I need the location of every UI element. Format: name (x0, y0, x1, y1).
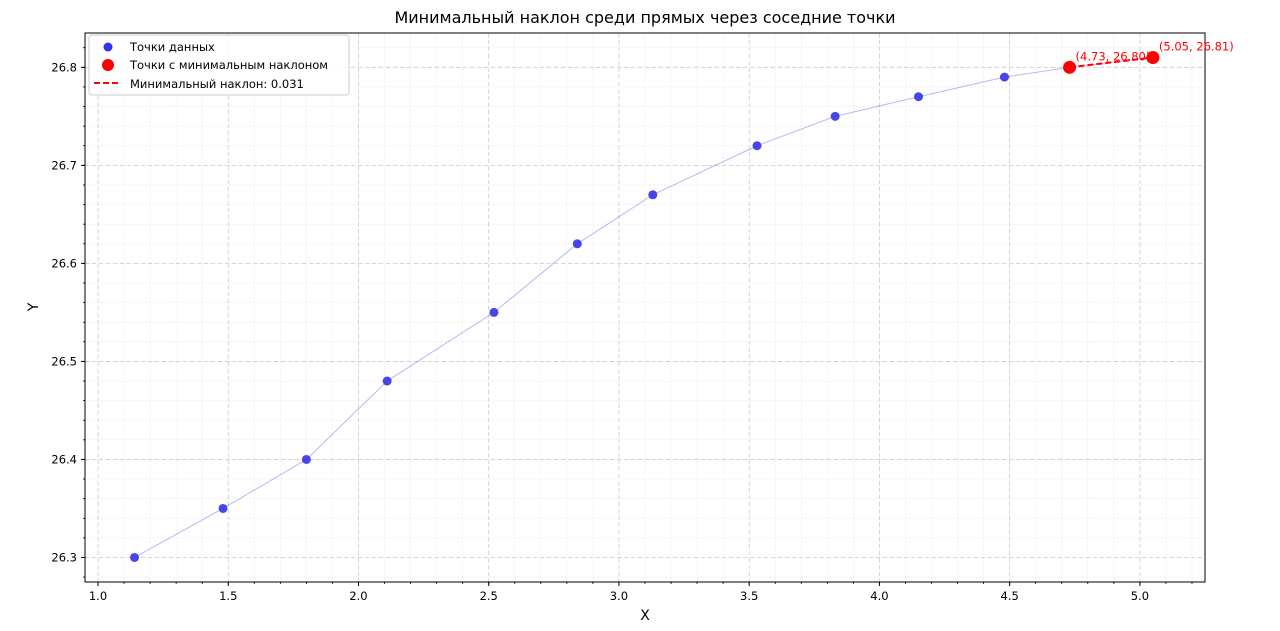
data-point (218, 503, 228, 513)
tick-labels: 1.0 1.5 2.0 2.5 3.0 3.5 4.0 4.5 5.0 26.3 26.4 26.5 2… (51, 60, 1149, 603)
y-tick-label: 26.4 (51, 452, 77, 466)
legend-marker-data (103, 42, 113, 52)
data-point (648, 190, 658, 200)
x-tick-label: 2.5 (480, 589, 498, 603)
min-slope-points (1063, 51, 1160, 74)
x-tick-label: 1.0 (89, 589, 107, 603)
data-point (489, 307, 499, 317)
y-tick-label: 26.6 (51, 256, 77, 270)
min-slope-point (1146, 51, 1160, 65)
data-point (301, 454, 311, 464)
legend-box (88, 34, 350, 96)
chart-title: Минимальный наклон среди прямых через со… (394, 8, 895, 27)
legend: Точки данных Точки с минимальным наклоно… (88, 34, 350, 96)
data-point (382, 376, 392, 386)
y-axis-label: Y (26, 302, 42, 312)
legend-label-min-points: Точки с минимальным наклоном (129, 58, 328, 72)
point-annotation: (4.73, 26.80) (1076, 49, 1151, 63)
plot-frame (84, 32, 1206, 583)
legend-label-data: Точки данных (129, 40, 215, 54)
data-connecting-line (134, 57, 1153, 558)
data-point (752, 141, 762, 151)
x-tick-label: 3.5 (740, 589, 758, 603)
x-tick-label: 2.0 (349, 589, 367, 603)
x-tick-label: 5.0 (1131, 589, 1149, 603)
x-axis-label: X (640, 608, 650, 624)
y-tick-label: 26.7 (51, 158, 77, 172)
x-tick-label: 4.5 (1001, 589, 1019, 603)
axis-ticks (81, 47, 1193, 586)
x-tick-label: 3.0 (610, 589, 628, 603)
point-annotation: (5.05, 26.81) (1159, 40, 1234, 54)
data-point (572, 239, 582, 249)
min-slope-point (1063, 60, 1077, 74)
y-tick-label: 26.3 (51, 550, 77, 564)
x-tick-label: 1.5 (219, 589, 237, 603)
legend-marker-min-points (102, 59, 114, 71)
major-grid (85, 33, 1205, 582)
data-point (913, 92, 923, 102)
y-tick-label: 26.8 (51, 60, 77, 74)
min-slope-dashed-line (1069, 56, 1154, 69)
data-point (830, 111, 840, 121)
y-tick-label: 26.5 (51, 354, 77, 368)
data-points (129, 53, 1158, 562)
data-point (129, 552, 139, 562)
data-point (999, 72, 1009, 82)
legend-label-min-slope: Минимальный наклон: 0.031 (130, 77, 304, 91)
annotations: (4.73, 26.80) (5.05, 26.81) (1076, 40, 1234, 64)
minor-grid (85, 33, 1205, 582)
x-tick-label: 4.0 (870, 589, 888, 603)
